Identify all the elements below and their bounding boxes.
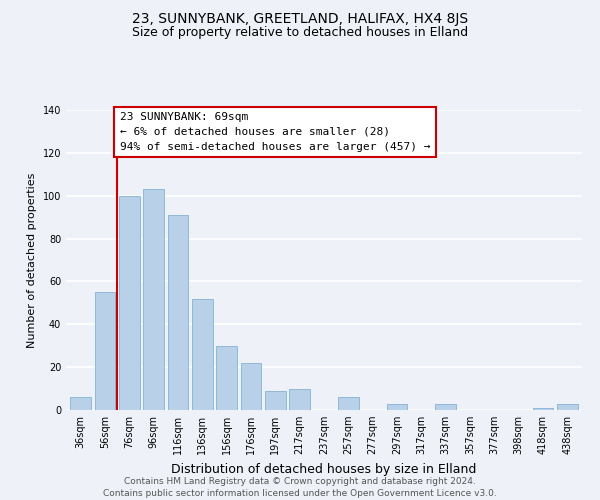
- Text: Contains public sector information licensed under the Open Government Licence v3: Contains public sector information licen…: [103, 489, 497, 498]
- Text: 23, SUNNYBANK, GREETLAND, HALIFAX, HX4 8JS: 23, SUNNYBANK, GREETLAND, HALIFAX, HX4 8…: [132, 12, 468, 26]
- Bar: [95, 292, 115, 410]
- Bar: [143, 190, 164, 410]
- X-axis label: Distribution of detached houses by size in Elland: Distribution of detached houses by size …: [172, 462, 476, 475]
- Y-axis label: Number of detached properties: Number of detached properties: [27, 172, 37, 348]
- Bar: [338, 397, 359, 410]
- Bar: [265, 390, 286, 410]
- Bar: [216, 346, 237, 410]
- Bar: [192, 298, 212, 410]
- Text: 23 SUNNYBANK: 69sqm
← 6% of detached houses are smaller (28)
94% of semi-detache: 23 SUNNYBANK: 69sqm ← 6% of detached hou…: [119, 112, 430, 152]
- Bar: [289, 388, 310, 410]
- Bar: [386, 404, 407, 410]
- Bar: [70, 397, 91, 410]
- Bar: [436, 404, 456, 410]
- Text: Contains HM Land Registry data © Crown copyright and database right 2024.: Contains HM Land Registry data © Crown c…: [124, 478, 476, 486]
- Bar: [241, 363, 262, 410]
- Bar: [167, 215, 188, 410]
- Text: Size of property relative to detached houses in Elland: Size of property relative to detached ho…: [132, 26, 468, 39]
- Bar: [533, 408, 553, 410]
- Bar: [119, 196, 140, 410]
- Bar: [557, 404, 578, 410]
